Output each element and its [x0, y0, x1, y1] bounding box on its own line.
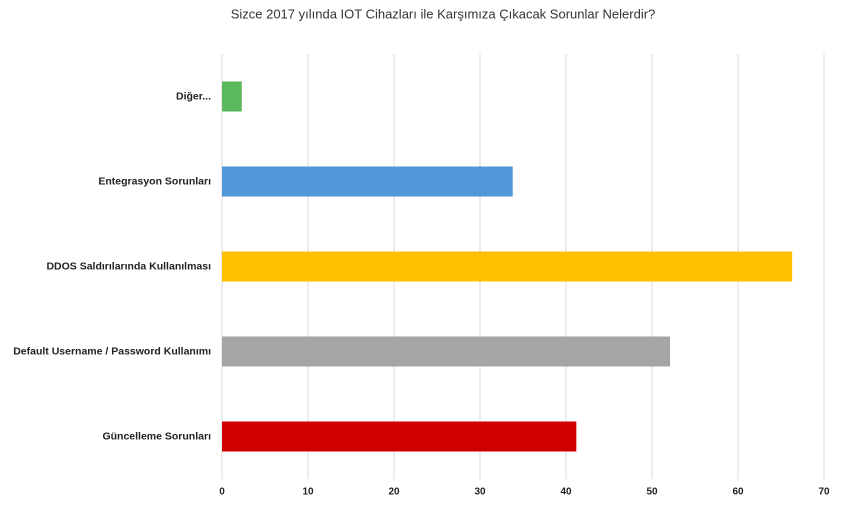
bar [222, 251, 793, 282]
y-tick-label: Entegrasyon Sorunları [98, 175, 211, 187]
x-tick-label: 0 [219, 487, 225, 498]
y-tick-label: Güncelleme Sorunları [102, 430, 211, 442]
x-tick-label: 70 [818, 487, 830, 498]
y-tick-label: Diğer... [176, 90, 211, 102]
x-tick-label: 50 [646, 487, 658, 498]
bar [222, 336, 671, 367]
bar [222, 81, 242, 112]
x-tick-label: 20 [388, 487, 400, 498]
x-tick-label: 10 [302, 487, 314, 498]
x-tick-label: 30 [474, 487, 486, 498]
y-tick-label: Default Username / Password Kullanımı [13, 345, 211, 357]
y-tick-label: DDOS Saldırılarında Kullanılması [46, 260, 211, 272]
bar [222, 166, 513, 197]
chart-title: Sizce 2017 yılında IOT Cihazları ile Kar… [231, 6, 656, 21]
x-tick-label: 40 [560, 487, 572, 498]
bar [222, 421, 577, 452]
x-tick-label: 60 [732, 487, 744, 498]
